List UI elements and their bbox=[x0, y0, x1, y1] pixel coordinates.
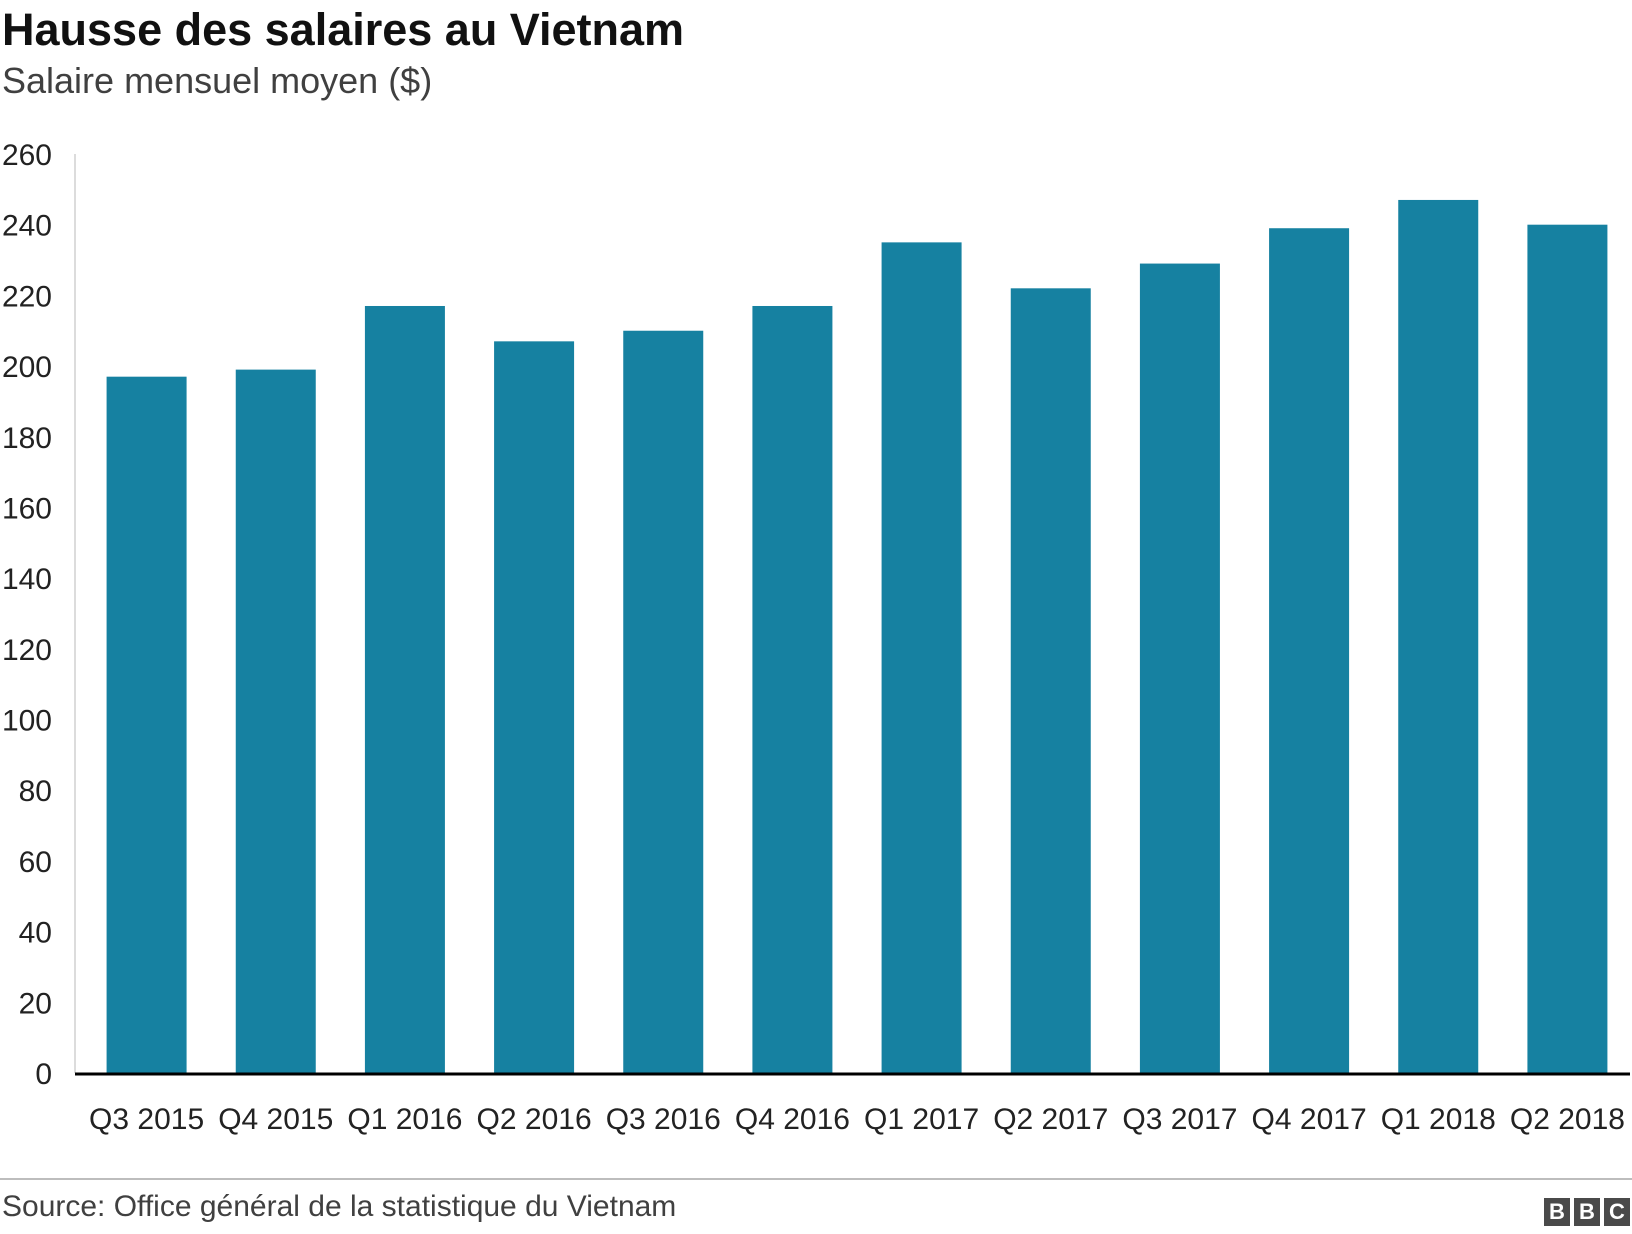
y-tick-label-180: 180 bbox=[2, 422, 52, 455]
logo-letter-b1: B bbox=[1544, 1198, 1570, 1226]
bar-q1-2016 bbox=[364, 305, 445, 1073]
x-tick-label-q4-2016: Q4 2016 bbox=[735, 1103, 850, 1136]
y-tick-label-40: 40 bbox=[19, 917, 52, 950]
x-tick-label-q2-2017: Q2 2017 bbox=[993, 1103, 1108, 1136]
source-note: Source: Office général de la statistique… bbox=[2, 1190, 677, 1223]
bar-q2-2016 bbox=[494, 341, 575, 1074]
y-tick-label-220: 220 bbox=[2, 280, 52, 313]
y-tick-label-240: 240 bbox=[2, 210, 52, 243]
y-tick-label-60: 60 bbox=[19, 846, 52, 879]
bar-q4-2017 bbox=[1269, 228, 1350, 1073]
x-tick-label-q2-2016: Q2 2016 bbox=[477, 1103, 592, 1136]
y-tick-label-80: 80 bbox=[19, 775, 52, 808]
x-tick-label-q1-2016: Q1 2016 bbox=[347, 1103, 462, 1136]
logo-letter-b2: B bbox=[1574, 1198, 1600, 1226]
y-tick-label-100: 100 bbox=[2, 705, 52, 738]
chart-title: Hausse des salaires au Vietnam bbox=[2, 4, 685, 55]
x-tick-label-q1-2017: Q1 2017 bbox=[864, 1103, 979, 1136]
y-tick-label-120: 120 bbox=[2, 634, 52, 667]
x-tick-label-q3-2016: Q3 2016 bbox=[606, 1103, 721, 1136]
bbc-logo: B B C bbox=[1544, 1198, 1630, 1226]
y-tick-label-260: 260 bbox=[2, 139, 52, 172]
x-tick-label-q3-2015: Q3 2015 bbox=[89, 1103, 204, 1136]
bar-q4-2016 bbox=[752, 305, 833, 1073]
logo-letter-c: C bbox=[1604, 1198, 1630, 1226]
bar-q1-2017 bbox=[881, 242, 962, 1074]
bar-q3-2015 bbox=[106, 376, 187, 1073]
x-tick-label-q4-2017: Q4 2017 bbox=[1252, 1103, 1367, 1136]
bar-q3-2016 bbox=[623, 330, 704, 1073]
y-tick-label-200: 200 bbox=[2, 351, 52, 384]
x-tick-label-q4-2015: Q4 2015 bbox=[218, 1103, 333, 1136]
x-tick-label-q1-2018: Q1 2018 bbox=[1381, 1103, 1496, 1136]
bar-chart: 0 20 40 60 80 100 120 140 160 180 200 220 240 260 Q3 2… bbox=[2, 139, 1630, 1136]
y-tick-label-0: 0 bbox=[35, 1058, 52, 1091]
bar-q3-2017 bbox=[1139, 263, 1220, 1073]
footer-divider bbox=[0, 1178, 1632, 1180]
chart-subtitle: Salaire mensuel moyen ($) bbox=[2, 60, 433, 101]
bar-q4-2015 bbox=[235, 369, 316, 1073]
y-tick-label-140: 140 bbox=[2, 563, 52, 596]
y-tick-label-20: 20 bbox=[19, 987, 52, 1020]
x-tick-label-q2-2018: Q2 2018 bbox=[1510, 1103, 1625, 1136]
bar-q2-2017 bbox=[1010, 288, 1091, 1073]
y-tick-label-160: 160 bbox=[2, 492, 52, 525]
x-tick-label-q3-2017: Q3 2017 bbox=[1122, 1103, 1237, 1136]
bar-q2-2018 bbox=[1527, 224, 1608, 1073]
bar-q1-2018 bbox=[1398, 199, 1479, 1073]
